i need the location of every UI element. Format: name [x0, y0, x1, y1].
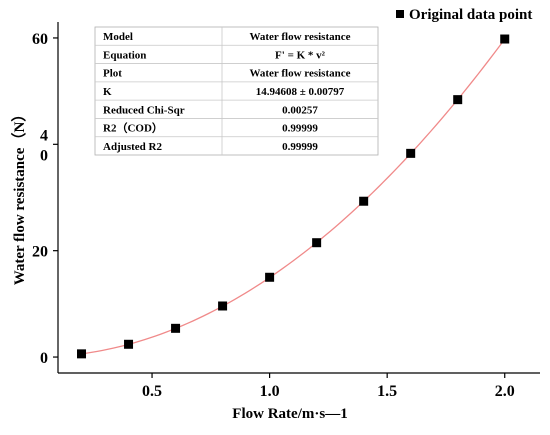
fit-table-label: Plot [103, 68, 122, 80]
fit-table: Model Water flow resistance Equation F' = K… [94, 26, 379, 156]
fit-table-label: Model [103, 31, 133, 43]
y-tick-label: 20 [32, 244, 48, 261]
points-layer [77, 34, 510, 359]
fit-table-label: R2（COD） [103, 122, 163, 135]
x-tick-label: 2.0 [495, 383, 515, 400]
fit-table-border [94, 26, 379, 156]
data-point [77, 349, 87, 359]
x-tick-label: 1.5 [377, 383, 397, 400]
data-point [359, 196, 369, 206]
fit-table-value: Water flow resistance [249, 68, 350, 80]
fit-table-label: Equation [103, 49, 146, 61]
fit-table-label: Reduced Chi-Sqr [103, 104, 185, 116]
fit-table-value: 14.94608 ± 0.00797 [256, 86, 345, 98]
legend: Original data point [396, 7, 532, 23]
y-tick-label: 60 [32, 31, 48, 48]
fit-table-value: 0.00257 [282, 104, 318, 116]
x-tick-label: 1.0 [260, 383, 280, 400]
data-point [500, 34, 510, 44]
data-point [406, 148, 416, 158]
fit-layer [81, 38, 506, 355]
x-tick-label: 0.5 [142, 383, 162, 400]
fit-curve [81, 38, 506, 355]
fit-table-label: Adjusted R2 [103, 141, 162, 153]
x-axis-title: Flow Rate/m·s—1 [232, 406, 347, 422]
legend-label: Original data point [409, 7, 532, 23]
data-point [218, 301, 228, 311]
legend-marker [396, 10, 404, 18]
data-point [171, 323, 181, 333]
y-ticks: 0 20 4 0 60 [32, 31, 58, 367]
plot-area [57, 22, 540, 374]
data-point [124, 339, 134, 349]
fit-table-value: 0.99999 [282, 123, 318, 135]
data-point [312, 238, 322, 248]
y-axis-title: Water flow resistance（N） [10, 107, 28, 286]
fit-table-value: F' = K * v² [275, 49, 326, 61]
data-point [265, 272, 275, 282]
fit-table-label: K [103, 86, 112, 98]
y-tick-label: 0 [40, 350, 48, 367]
fit-table-value: Water flow resistance [249, 31, 350, 43]
data-point [453, 95, 463, 105]
fit-table-value: 0.99999 [282, 141, 318, 153]
x-ticks: 0.5 1.0 1.5 2.0 [142, 373, 515, 400]
